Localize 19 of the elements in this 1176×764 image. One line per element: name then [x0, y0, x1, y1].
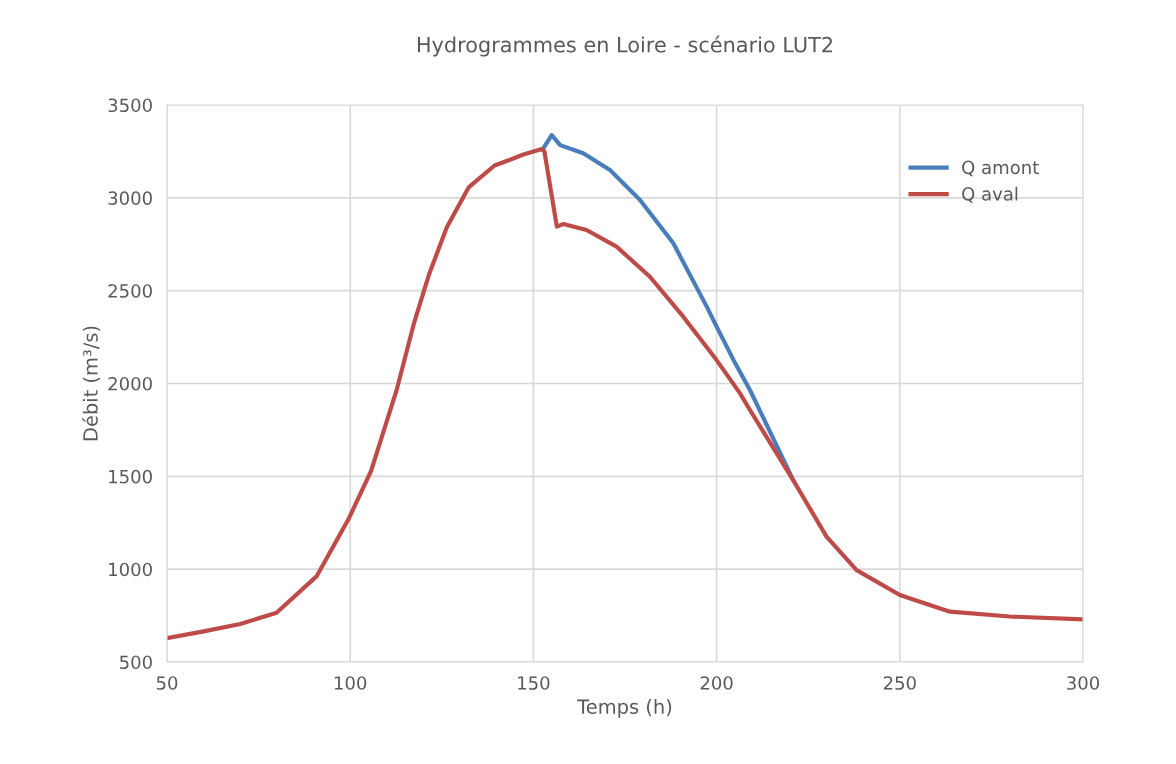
x-tick-label: 200 [700, 676, 733, 690]
x-tick-label: 250 [883, 676, 916, 690]
y-tick-label: 500 [120, 655, 152, 670]
chart-title: Hydrogrammes en Loire - scénario LUT2 [417, 35, 833, 57]
y-axis-title: Débit (m³/s) [82, 326, 101, 441]
x-tick-label: 100 [334, 676, 367, 690]
x-axis-title: Temps (h) [577, 698, 672, 718]
x-tick-label: 150 [518, 676, 550, 690]
legend-label: Q amont [962, 160, 1039, 177]
y-tick-label: 3000 [108, 191, 152, 205]
y-tick-label: 1000 [109, 562, 152, 577]
y-tick-label: 3500 [108, 98, 152, 113]
line-series [167, 146, 1083, 641]
legend-label: Q aval [962, 186, 1018, 203]
x-tick-label: 50 [156, 676, 178, 690]
y-tick-label: 2500 [108, 284, 152, 298]
y-tick-label: 1500 [109, 469, 152, 484]
x-tick-label: 300 [1067, 676, 1100, 690]
y-tick-label: 2000 [108, 376, 152, 391]
